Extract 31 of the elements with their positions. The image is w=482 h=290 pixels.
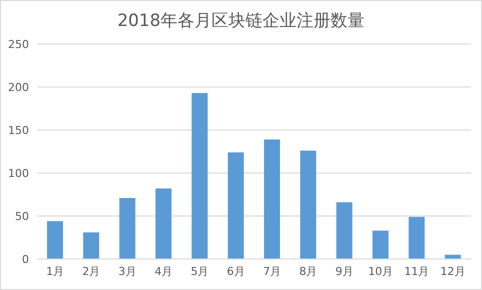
- bar: [119, 198, 136, 259]
- x-tick-label: 2月: [82, 264, 100, 278]
- y-tick-label: 0: [22, 252, 29, 266]
- x-tick-label: 5月: [190, 264, 209, 278]
- x-tick-label: 12月: [440, 264, 466, 278]
- x-tick-label: 6月: [226, 264, 245, 278]
- y-tick-label: 150: [8, 124, 29, 137]
- bar: [336, 202, 352, 259]
- bar: [264, 139, 280, 259]
- y-tick-label: 200: [8, 80, 29, 94]
- bar: [228, 152, 244, 259]
- bar: [83, 232, 100, 259]
- x-tick-label: 4月: [154, 264, 173, 278]
- bar: [156, 188, 172, 259]
- bar: [408, 216, 425, 259]
- bar: [372, 230, 388, 259]
- y-tick-label: 50: [15, 210, 29, 223]
- bar: [47, 221, 63, 259]
- x-tick-label: 10月: [368, 264, 394, 278]
- bar: [444, 254, 461, 259]
- bar: [300, 150, 316, 259]
- chart-title: 2018年各月区块链企业注册数量: [116, 10, 366, 32]
- x-tick-label: 1月: [46, 264, 64, 278]
- x-tick-label: 3月: [118, 264, 136, 278]
- x-tick-label: 11月: [404, 264, 430, 278]
- x-tick-label: 9月: [335, 264, 354, 278]
- bar: [192, 93, 208, 259]
- y-tick-label: 250: [8, 38, 29, 51]
- y-tick-label: 100: [8, 166, 29, 180]
- x-tick-label: 8月: [299, 264, 318, 278]
- x-tick-label: 7月: [263, 264, 282, 278]
